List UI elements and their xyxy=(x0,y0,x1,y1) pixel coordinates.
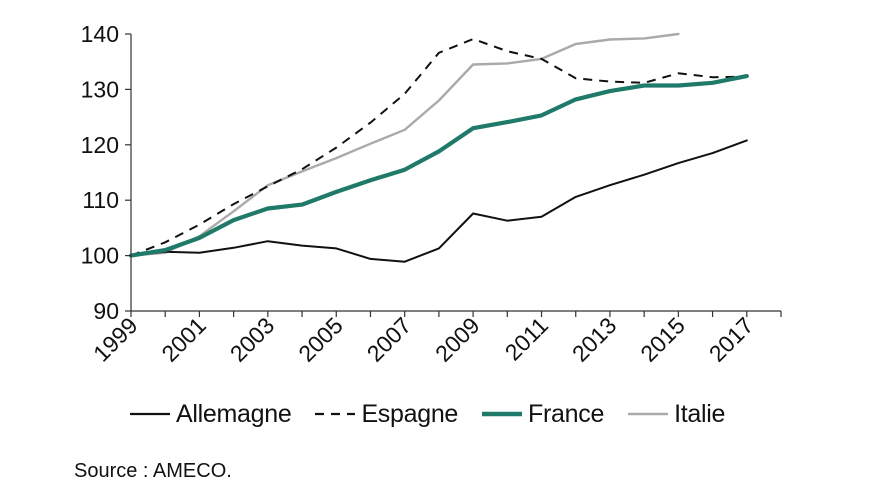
y-tick-label-100: 100 xyxy=(81,243,119,269)
legend-swatch-espagne xyxy=(315,412,356,416)
legend: Allemagne Espagne France Italie xyxy=(128,396,747,432)
legend-swatch-france xyxy=(482,411,523,417)
legend-item-allemagne: Allemagne xyxy=(128,399,292,429)
legend-label-espagne: Espagne xyxy=(361,399,459,428)
x-tick-label-2003: 2003 xyxy=(225,312,280,367)
x-tick-label-2001: 2001 xyxy=(156,312,211,367)
y-tick-labels: 90 100 110 120 130 140 xyxy=(81,21,119,324)
y-tick-label-130: 130 xyxy=(81,76,119,102)
legend-swatch-allemagne xyxy=(130,412,170,416)
x-tick-label-2011: 2011 xyxy=(500,312,553,365)
y-tick-label-120: 120 xyxy=(81,132,119,158)
plot-lines xyxy=(128,32,749,263)
legend-label-italie: Italie xyxy=(674,399,726,428)
x-tick-labels: 1999 2001 2003 2005 2007 2009 2011 2013 2015 2017 xyxy=(88,312,758,367)
legend-swatch-italie xyxy=(628,412,669,416)
x-tick-label-2009: 2009 xyxy=(430,312,485,367)
series-line-allemagne xyxy=(130,139,748,263)
x-tick-label-2005: 2005 xyxy=(293,312,348,367)
x-tick-label-2013: 2013 xyxy=(567,312,622,367)
x-tick-label-2015: 2015 xyxy=(635,312,690,367)
axes xyxy=(125,33,782,317)
series-line-france xyxy=(128,74,749,258)
legend-item-italie: Italie xyxy=(626,400,725,429)
legend-label-france: France xyxy=(528,399,605,428)
source-note: Source : AMECO. xyxy=(74,460,232,482)
series-line-espagne xyxy=(130,38,747,257)
legend-item-espagne: Espagne xyxy=(313,400,458,429)
x-tick-label-2017: 2017 xyxy=(704,312,759,367)
series-line-italie xyxy=(129,32,680,257)
x-tick-label-2007: 2007 xyxy=(362,312,417,367)
legend-item-france: France xyxy=(480,400,604,429)
y-tick-label-110: 110 xyxy=(82,187,119,213)
y-tick-label-140: 140 xyxy=(81,21,119,47)
legend-label-allemagne: Allemagne xyxy=(176,399,292,428)
y-tick-label-90: 90 xyxy=(93,298,119,324)
